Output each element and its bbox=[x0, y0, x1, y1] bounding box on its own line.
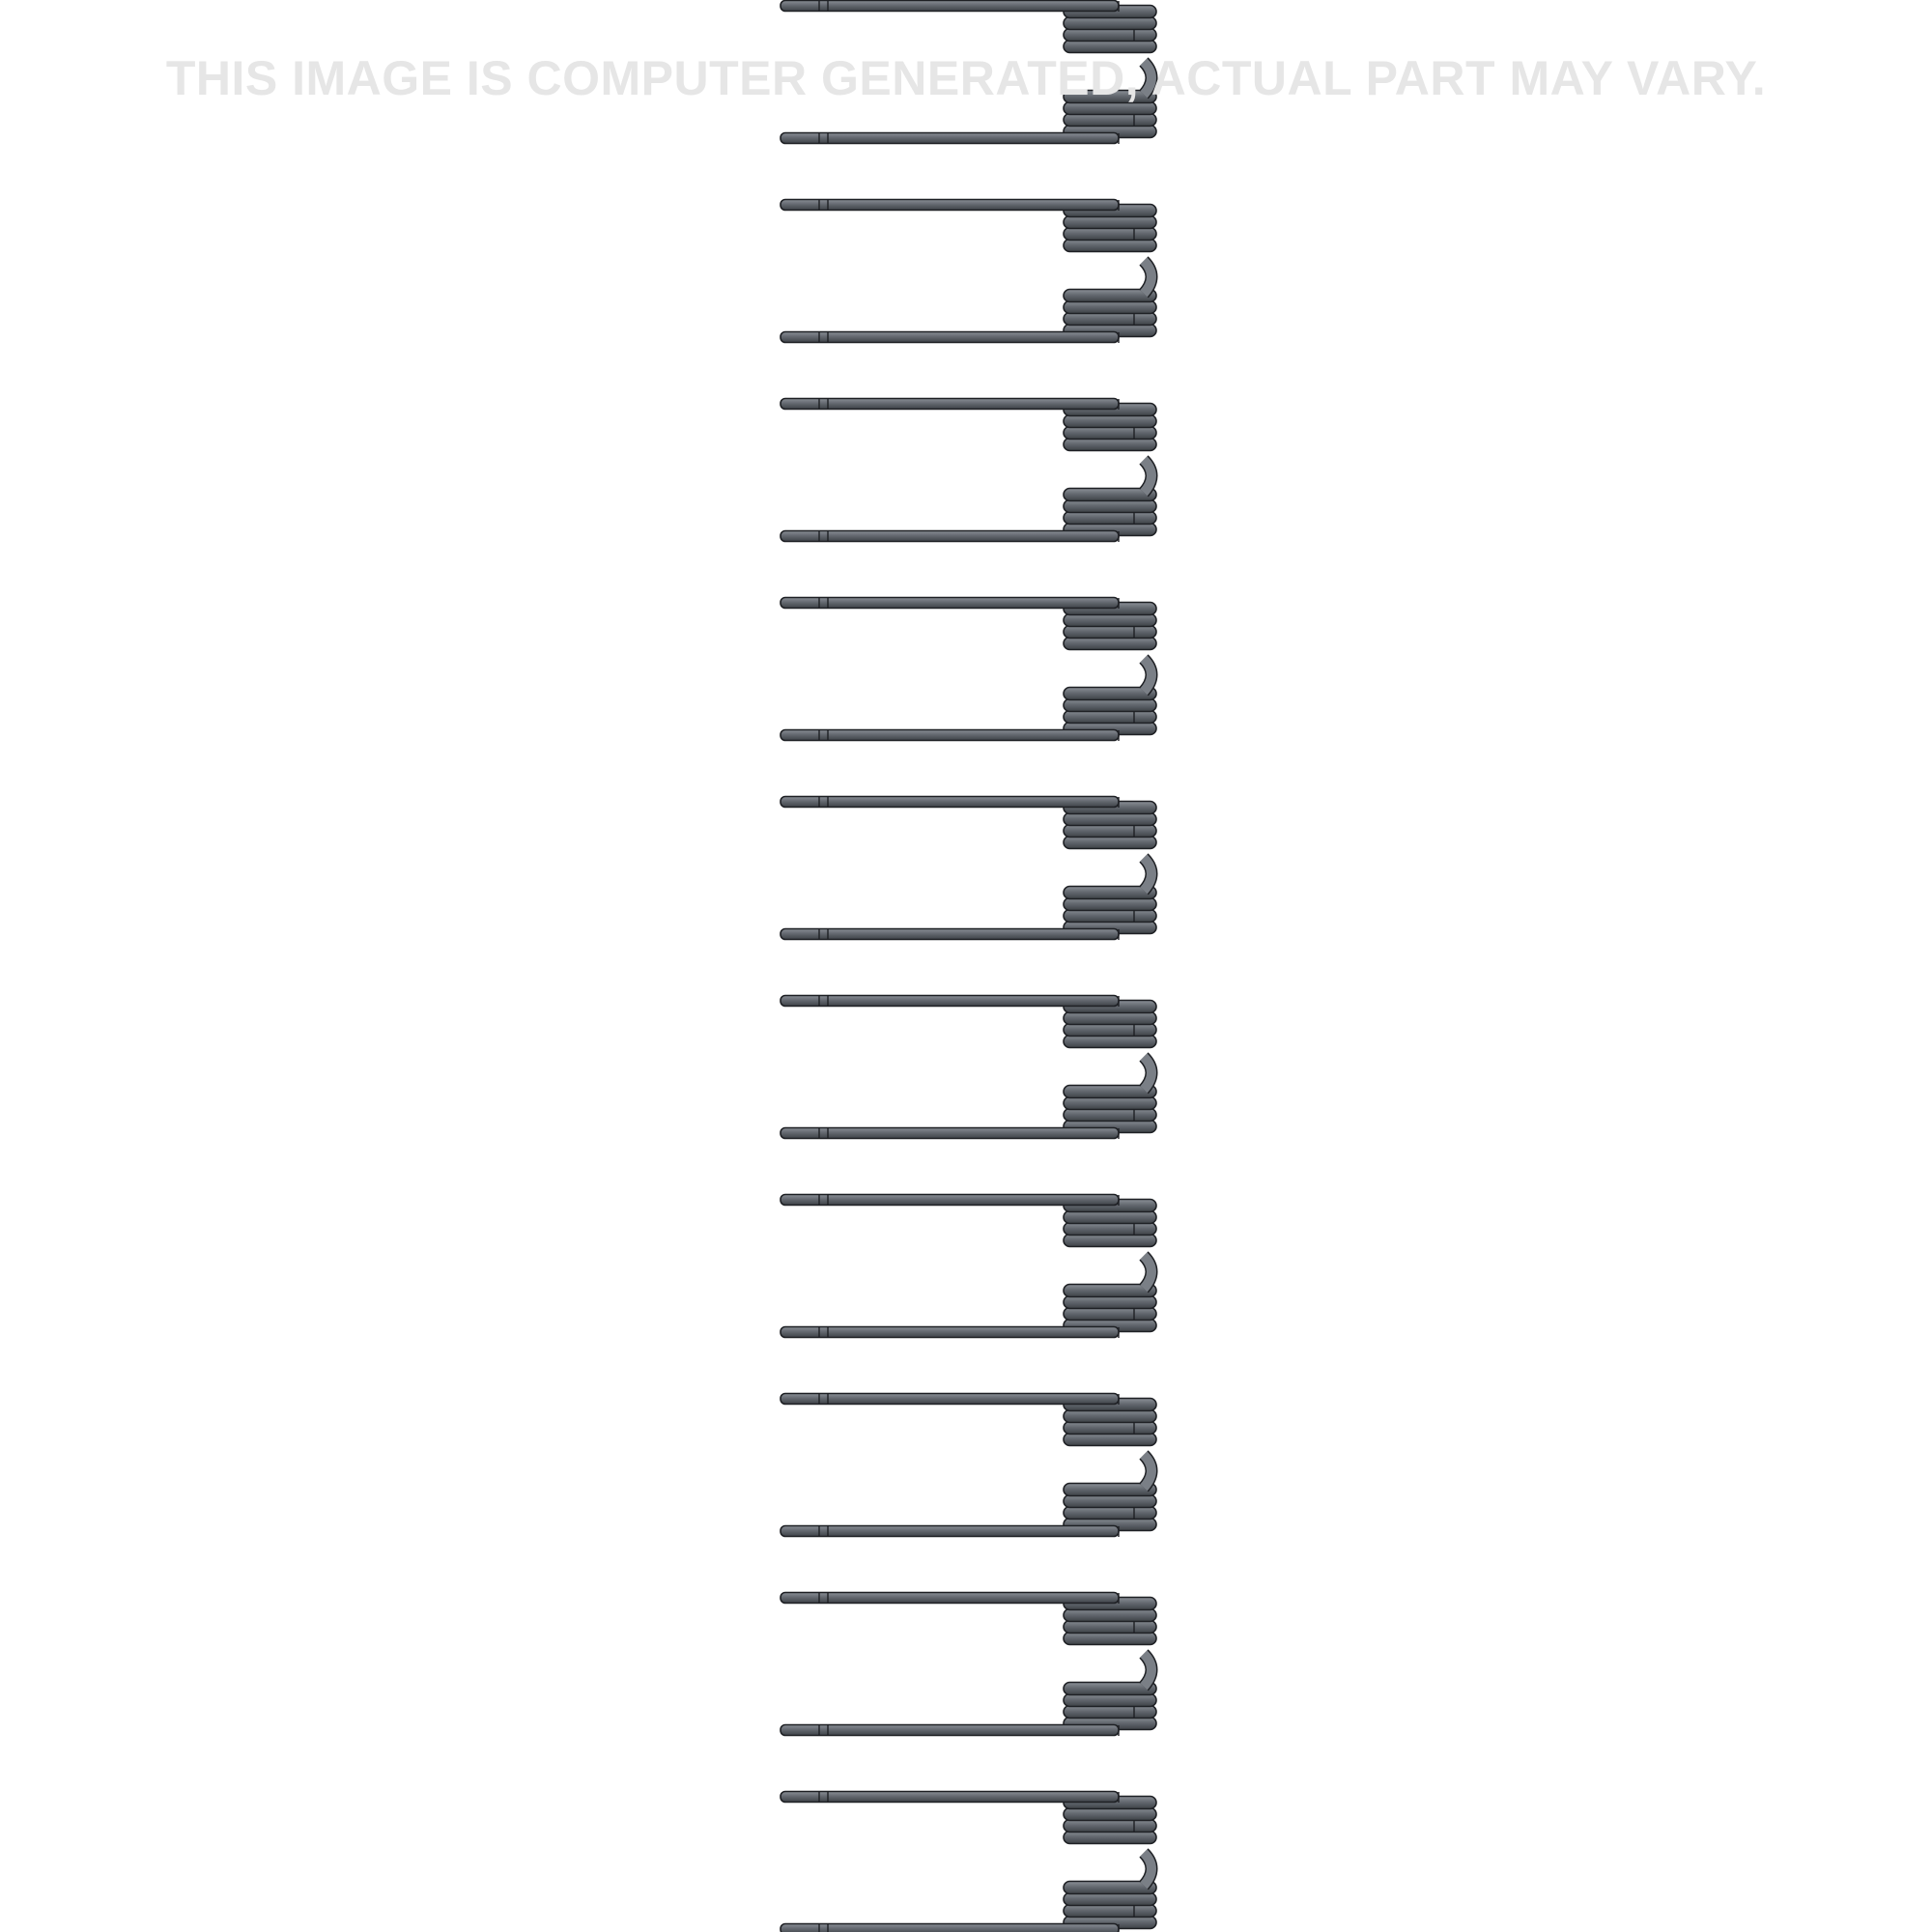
tine-spring bbox=[781, 598, 1156, 742]
tine-spring bbox=[781, 200, 1156, 344]
tine-spring bbox=[781, 797, 1156, 941]
tine-spring bbox=[781, 1195, 1156, 1339]
tine-spring bbox=[781, 1593, 1156, 1737]
tine-spring bbox=[781, 399, 1156, 543]
tine-spring bbox=[781, 996, 1156, 1140]
tine-spring bbox=[781, 1394, 1156, 1538]
tine-spring bbox=[781, 1, 1156, 145]
tine-spring bbox=[781, 1792, 1156, 1932]
